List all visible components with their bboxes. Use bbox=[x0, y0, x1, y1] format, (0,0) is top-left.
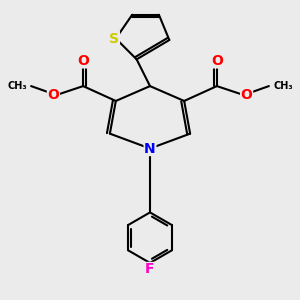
Text: O: O bbox=[211, 54, 223, 68]
Text: CH₃: CH₃ bbox=[273, 81, 293, 91]
Text: O: O bbox=[241, 88, 253, 102]
Text: O: O bbox=[77, 54, 89, 68]
Text: O: O bbox=[47, 88, 59, 102]
Text: N: N bbox=[144, 142, 156, 155]
Text: F: F bbox=[145, 262, 155, 277]
Text: S: S bbox=[109, 32, 119, 46]
Text: CH₃: CH₃ bbox=[7, 81, 27, 91]
